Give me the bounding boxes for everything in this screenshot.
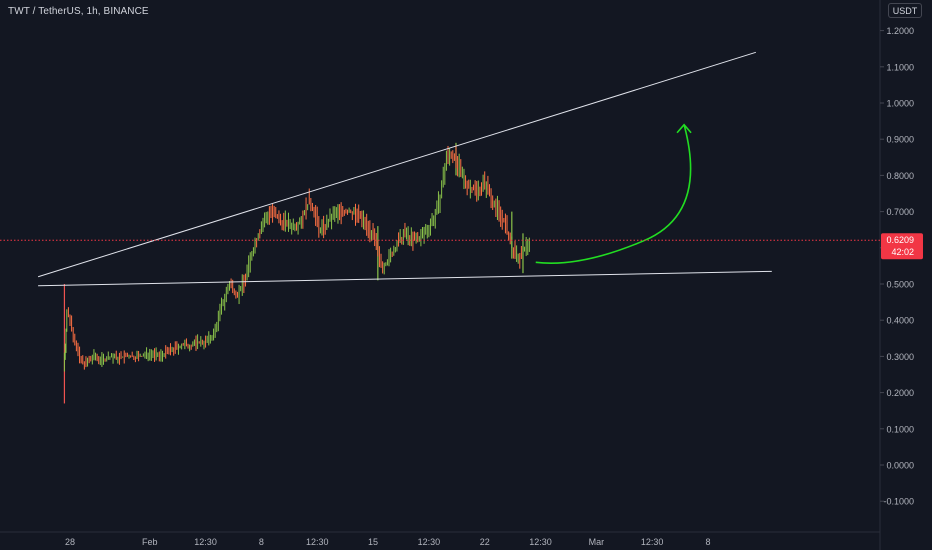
- time-tick-label: 8: [705, 537, 710, 547]
- trendlines: [37, 51, 772, 287]
- current-price-label: 0.6209: [886, 235, 914, 245]
- current-price-tag: [881, 233, 923, 260]
- projection-arrowhead: [676, 123, 692, 134]
- projection-curve: [535, 124, 692, 264]
- time-tick-label: 28: [65, 537, 75, 547]
- price-axis: 1.20001.10001.00000.90000.80000.70000.60…: [880, 26, 914, 507]
- price-tick-label: 0.5000: [886, 280, 914, 290]
- price-tick-label: 1.1000: [886, 62, 914, 72]
- projection-arrow: [535, 123, 692, 264]
- time-tick-label: Feb: [142, 537, 158, 547]
- price-tick-label: 0.8000: [886, 171, 914, 181]
- price-tick-label: -0.1000: [883, 497, 914, 507]
- time-axis: 28 Feb 12:30 8 12:30 15 12:30 22 12:30 Mar 12:30 8: [65, 537, 711, 547]
- symbol-title: TWT / TetherUS, 1h, BINANCE: [8, 6, 149, 17]
- price-tick-label: 0.4000: [886, 316, 914, 326]
- price-tick-label: 0.3000: [886, 352, 914, 362]
- countdown-label: 42:02: [891, 247, 914, 257]
- price-tick-label: 0.0000: [886, 461, 914, 471]
- time-tick-label: 15: [368, 537, 378, 547]
- time-tick-label: Mar: [589, 537, 605, 547]
- price-tick-label: 1.2000: [886, 26, 914, 36]
- time-tick-label: 8: [259, 537, 264, 547]
- support-line: [38, 270, 772, 287]
- price-tick-label: 0.2000: [886, 388, 914, 398]
- price-tick-label: 0.1000: [886, 424, 914, 434]
- time-tick-label: 12:30: [418, 537, 441, 547]
- time-tick-label: 12:30: [194, 537, 217, 547]
- price-tick-label: 0.7000: [886, 207, 914, 217]
- time-tick-label: 12:30: [529, 537, 552, 547]
- candle-wicks: [63, 142, 524, 404]
- time-tick-label: 12:30: [306, 537, 329, 547]
- price-tick-label: 0.9000: [886, 135, 914, 145]
- resistance-line: [37, 51, 756, 278]
- price-series: [63, 145, 530, 372]
- current-price-marker: 0.6209 42:02: [0, 233, 923, 260]
- currency-badge[interactable]: USDT: [888, 3, 922, 18]
- axis-separators: [0, 0, 881, 550]
- time-tick-label: 12:30: [641, 537, 664, 547]
- price-tick-label: 1.0000: [886, 99, 914, 109]
- time-tick-label: 22: [480, 537, 490, 547]
